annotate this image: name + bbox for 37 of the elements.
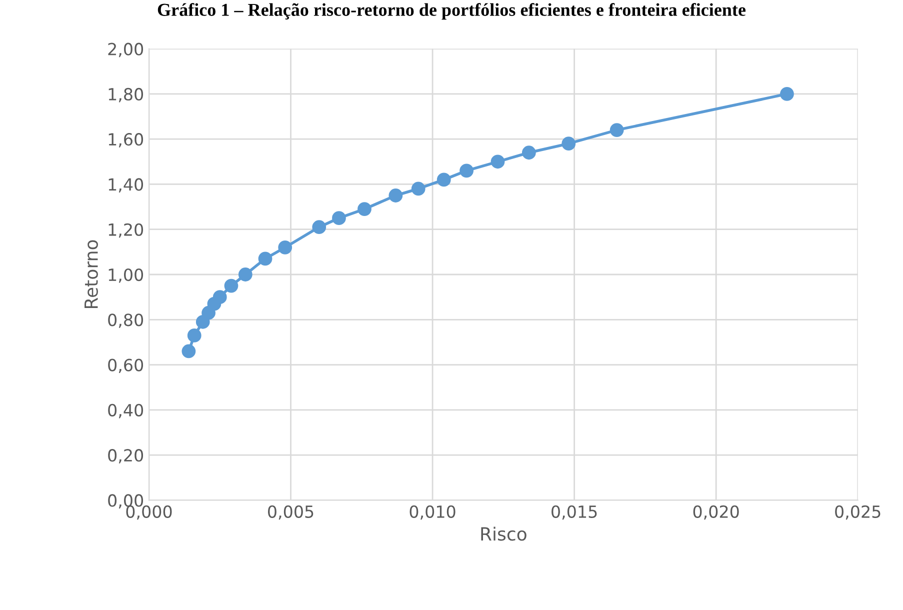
point [358, 202, 372, 216]
y-tick-label: 1,80 [108, 88, 144, 102]
point [332, 211, 346, 226]
point [212, 290, 227, 304]
point [490, 154, 505, 169]
point [312, 220, 326, 234]
point [224, 278, 238, 293]
y-tick-label: 2,00 [108, 42, 144, 58]
y-tick-label: 0,20 [108, 449, 144, 464]
point [460, 164, 474, 178]
point [610, 123, 624, 137]
x-tick-label: 0,010 [410, 505, 456, 520]
x-tick-label: 0,015 [552, 505, 597, 520]
y-tick-label: 0,80 [108, 314, 144, 328]
point [258, 252, 272, 266]
y-axis-title: Retorno [84, 240, 98, 308]
y-tick-label: 1,20 [108, 223, 144, 238]
point [522, 146, 536, 160]
x-axis-title: Risco [481, 526, 526, 541]
point [187, 328, 202, 342]
point [411, 182, 426, 196]
y-tick-label: 1,40 [108, 178, 144, 192]
chart-title: Gráfico 1 – Relação risco-retorno de portfólios eficientes e fronteira eficiente [158, 3, 746, 20]
point [182, 344, 196, 358]
point [278, 240, 292, 254]
y-tick-label: 0,60 [108, 358, 144, 374]
y-tick-label: 1,60 [108, 133, 144, 148]
x-tick-label: 0,005 [268, 505, 314, 520]
point [562, 136, 576, 151]
y-tick-label: 1,00 [108, 268, 144, 283]
point [238, 268, 252, 282]
point [388, 188, 403, 202]
y-tick-label: 0,40 [108, 404, 144, 418]
point [780, 86, 794, 101]
x-tick-label: 0,025 [835, 505, 880, 520]
point [436, 172, 451, 187]
x-tick-label: 0,020 [693, 505, 739, 520]
